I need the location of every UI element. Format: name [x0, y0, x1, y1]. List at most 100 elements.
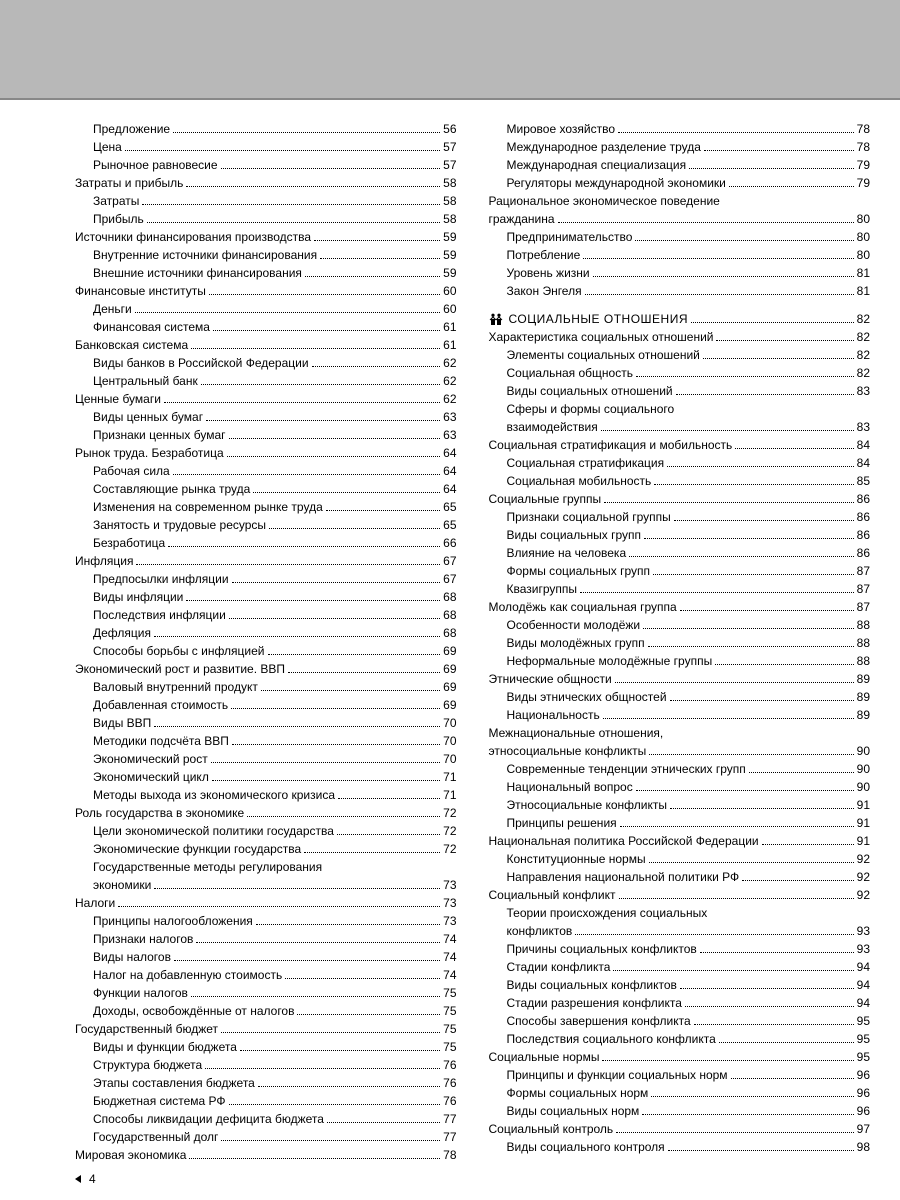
toc-page-number: 67 — [443, 552, 456, 570]
page-footer: 4 — [75, 1172, 96, 1186]
toc-label: Стадии конфликта — [507, 958, 611, 976]
toc-page-number: 90 — [857, 760, 870, 778]
toc-page-number: 75 — [443, 1020, 456, 1038]
toc-label: Национальный вопрос — [507, 778, 633, 796]
toc-page-number: 69 — [443, 642, 456, 660]
toc-page-number: 81 — [857, 264, 870, 282]
toc-label: Методы выхода из экономического кризиса — [93, 786, 335, 804]
toc-page-number: 88 — [857, 652, 870, 670]
toc-leader — [142, 204, 440, 205]
toc-page-number: 62 — [443, 372, 456, 390]
toc-entry: Стадии конфликта94 — [489, 958, 871, 976]
toc-label: Этносоциальные конфликты — [507, 796, 668, 814]
toc-entry: Конституционные нормы92 — [489, 850, 871, 868]
toc-leader — [667, 466, 854, 467]
toc-page-number: 75 — [443, 984, 456, 1002]
toc-page-number: 58 — [443, 210, 456, 228]
toc-leader — [585, 294, 854, 295]
toc-page-number: 61 — [443, 318, 456, 336]
toc-leader — [337, 834, 440, 835]
toc-page-number: 57 — [443, 138, 456, 156]
toc-page-number: 70 — [443, 750, 456, 768]
toc-label: Формы социальных групп — [507, 562, 651, 580]
toc-label: Виды социальных групп — [507, 526, 641, 544]
toc-column-left: Предложение56Цена57Рыночное равновесие57… — [75, 120, 457, 1164]
toc-entry: Инфляция67 — [75, 552, 457, 570]
toc-label: Способы борьбы с инфляцией — [93, 642, 265, 660]
toc-label: Рабочая сила — [93, 462, 170, 480]
toc-page-number: 82 — [857, 346, 870, 364]
toc-entry: Составляющие рынка труда64 — [75, 480, 457, 498]
toc-page-number: 90 — [857, 778, 870, 796]
toc-page-number: 92 — [857, 886, 870, 904]
toc-page-number: 69 — [443, 678, 456, 696]
toc-page-number: 91 — [857, 814, 870, 832]
toc-page-number: 84 — [857, 436, 870, 454]
toc-label: Причины социальных конфликтов — [507, 940, 697, 958]
toc-leader — [583, 258, 853, 259]
toc-entry: Признаки ценных бумаг63 — [75, 426, 457, 444]
toc-entry: Структура бюджета76 — [75, 1056, 457, 1074]
toc-label: Последствия социального конфликта — [507, 1030, 716, 1048]
toc-label: Социальная общность — [507, 364, 633, 382]
toc-entry: Влияние на человека86 — [489, 544, 871, 562]
toc-label: Виды социальных норм — [507, 1102, 640, 1120]
toc-leader — [649, 862, 854, 863]
toc-page-number: 69 — [443, 696, 456, 714]
toc-entry: Государственный бюджет75 — [75, 1020, 457, 1038]
toc-page-number: 74 — [443, 930, 456, 948]
toc-entry: Международная специализация79 — [489, 156, 871, 174]
toc-entry: Национальный вопрос 90 — [489, 778, 871, 796]
toc-page-number: 67 — [443, 570, 456, 588]
toc-leader — [644, 538, 854, 539]
toc-page-number: 82 — [857, 310, 870, 328]
toc-page-number: 98 — [857, 1138, 870, 1156]
toc-leader — [191, 348, 440, 349]
toc-entry: Государственные методы регулированияэкон… — [75, 858, 457, 894]
toc-label: Рынок труда. Безработица — [75, 444, 224, 462]
toc-leader — [691, 322, 854, 323]
toc-entry: Центральный банк62 — [75, 372, 457, 390]
toc-entry: Виды молодёжных групп88 — [489, 634, 871, 652]
toc-label: Занятость и трудовые ресурсы — [93, 516, 266, 534]
toc-entry: Стадии разрешения конфликта94 — [489, 994, 871, 1012]
toc-label: Социальная мобильность — [507, 472, 652, 490]
toc-leader — [212, 780, 440, 781]
toc-entry: Финансовая система61 — [75, 318, 457, 336]
page-number: 4 — [89, 1172, 96, 1186]
toc-entry: Признаки налогов74 — [75, 930, 457, 948]
toc-page-number: 77 — [443, 1110, 456, 1128]
toc-label: Сферы и формы социального — [507, 400, 871, 418]
toc-page-number: 65 — [443, 498, 456, 516]
toc-entry: Налоги73 — [75, 894, 457, 912]
toc-entry: Экономические функции государства72 — [75, 840, 457, 858]
toc-page-number: 75 — [443, 1038, 456, 1056]
toc-leader — [135, 312, 440, 313]
toc-label: Виды этнических общностей — [507, 688, 667, 706]
toc-leader — [327, 1122, 440, 1123]
toc-leader — [201, 384, 440, 385]
toc-entry: Формы социальных норм96 — [489, 1084, 871, 1102]
toc-label: Государственные методы регулирования — [93, 858, 457, 876]
toc-entry: Добавленная стоимость69 — [75, 696, 457, 714]
toc-leader — [762, 844, 854, 845]
toc-page-number: 73 — [443, 894, 456, 912]
toc-leader — [288, 672, 440, 673]
toc-page-number: 89 — [857, 706, 870, 724]
toc-leader — [147, 222, 440, 223]
toc-page-number: 96 — [857, 1066, 870, 1084]
toc-entry: Сферы и формы социальноговзаимодействия8… — [489, 400, 871, 436]
toc-label: Принципы решения — [507, 814, 617, 832]
toc-entry: Занятость и трудовые ресурсы65 — [75, 516, 457, 534]
toc-entry: Предложение56 — [75, 120, 457, 138]
toc-leader — [240, 1050, 440, 1051]
toc-label: Потребление — [507, 246, 581, 264]
toc-label: Квазигруппы — [507, 580, 578, 598]
toc-label: гражданина — [489, 210, 555, 228]
toc-entry: Последствия социального конфликта95 — [489, 1030, 871, 1048]
toc-label: Изменения на современном рынке труда — [93, 498, 323, 516]
toc-page-number: 71 — [443, 768, 456, 786]
toc-label: Виды и функции бюджета — [93, 1038, 237, 1056]
toc-leader — [229, 618, 440, 619]
toc-entry: Способы завершения конфликта95 — [489, 1012, 871, 1030]
